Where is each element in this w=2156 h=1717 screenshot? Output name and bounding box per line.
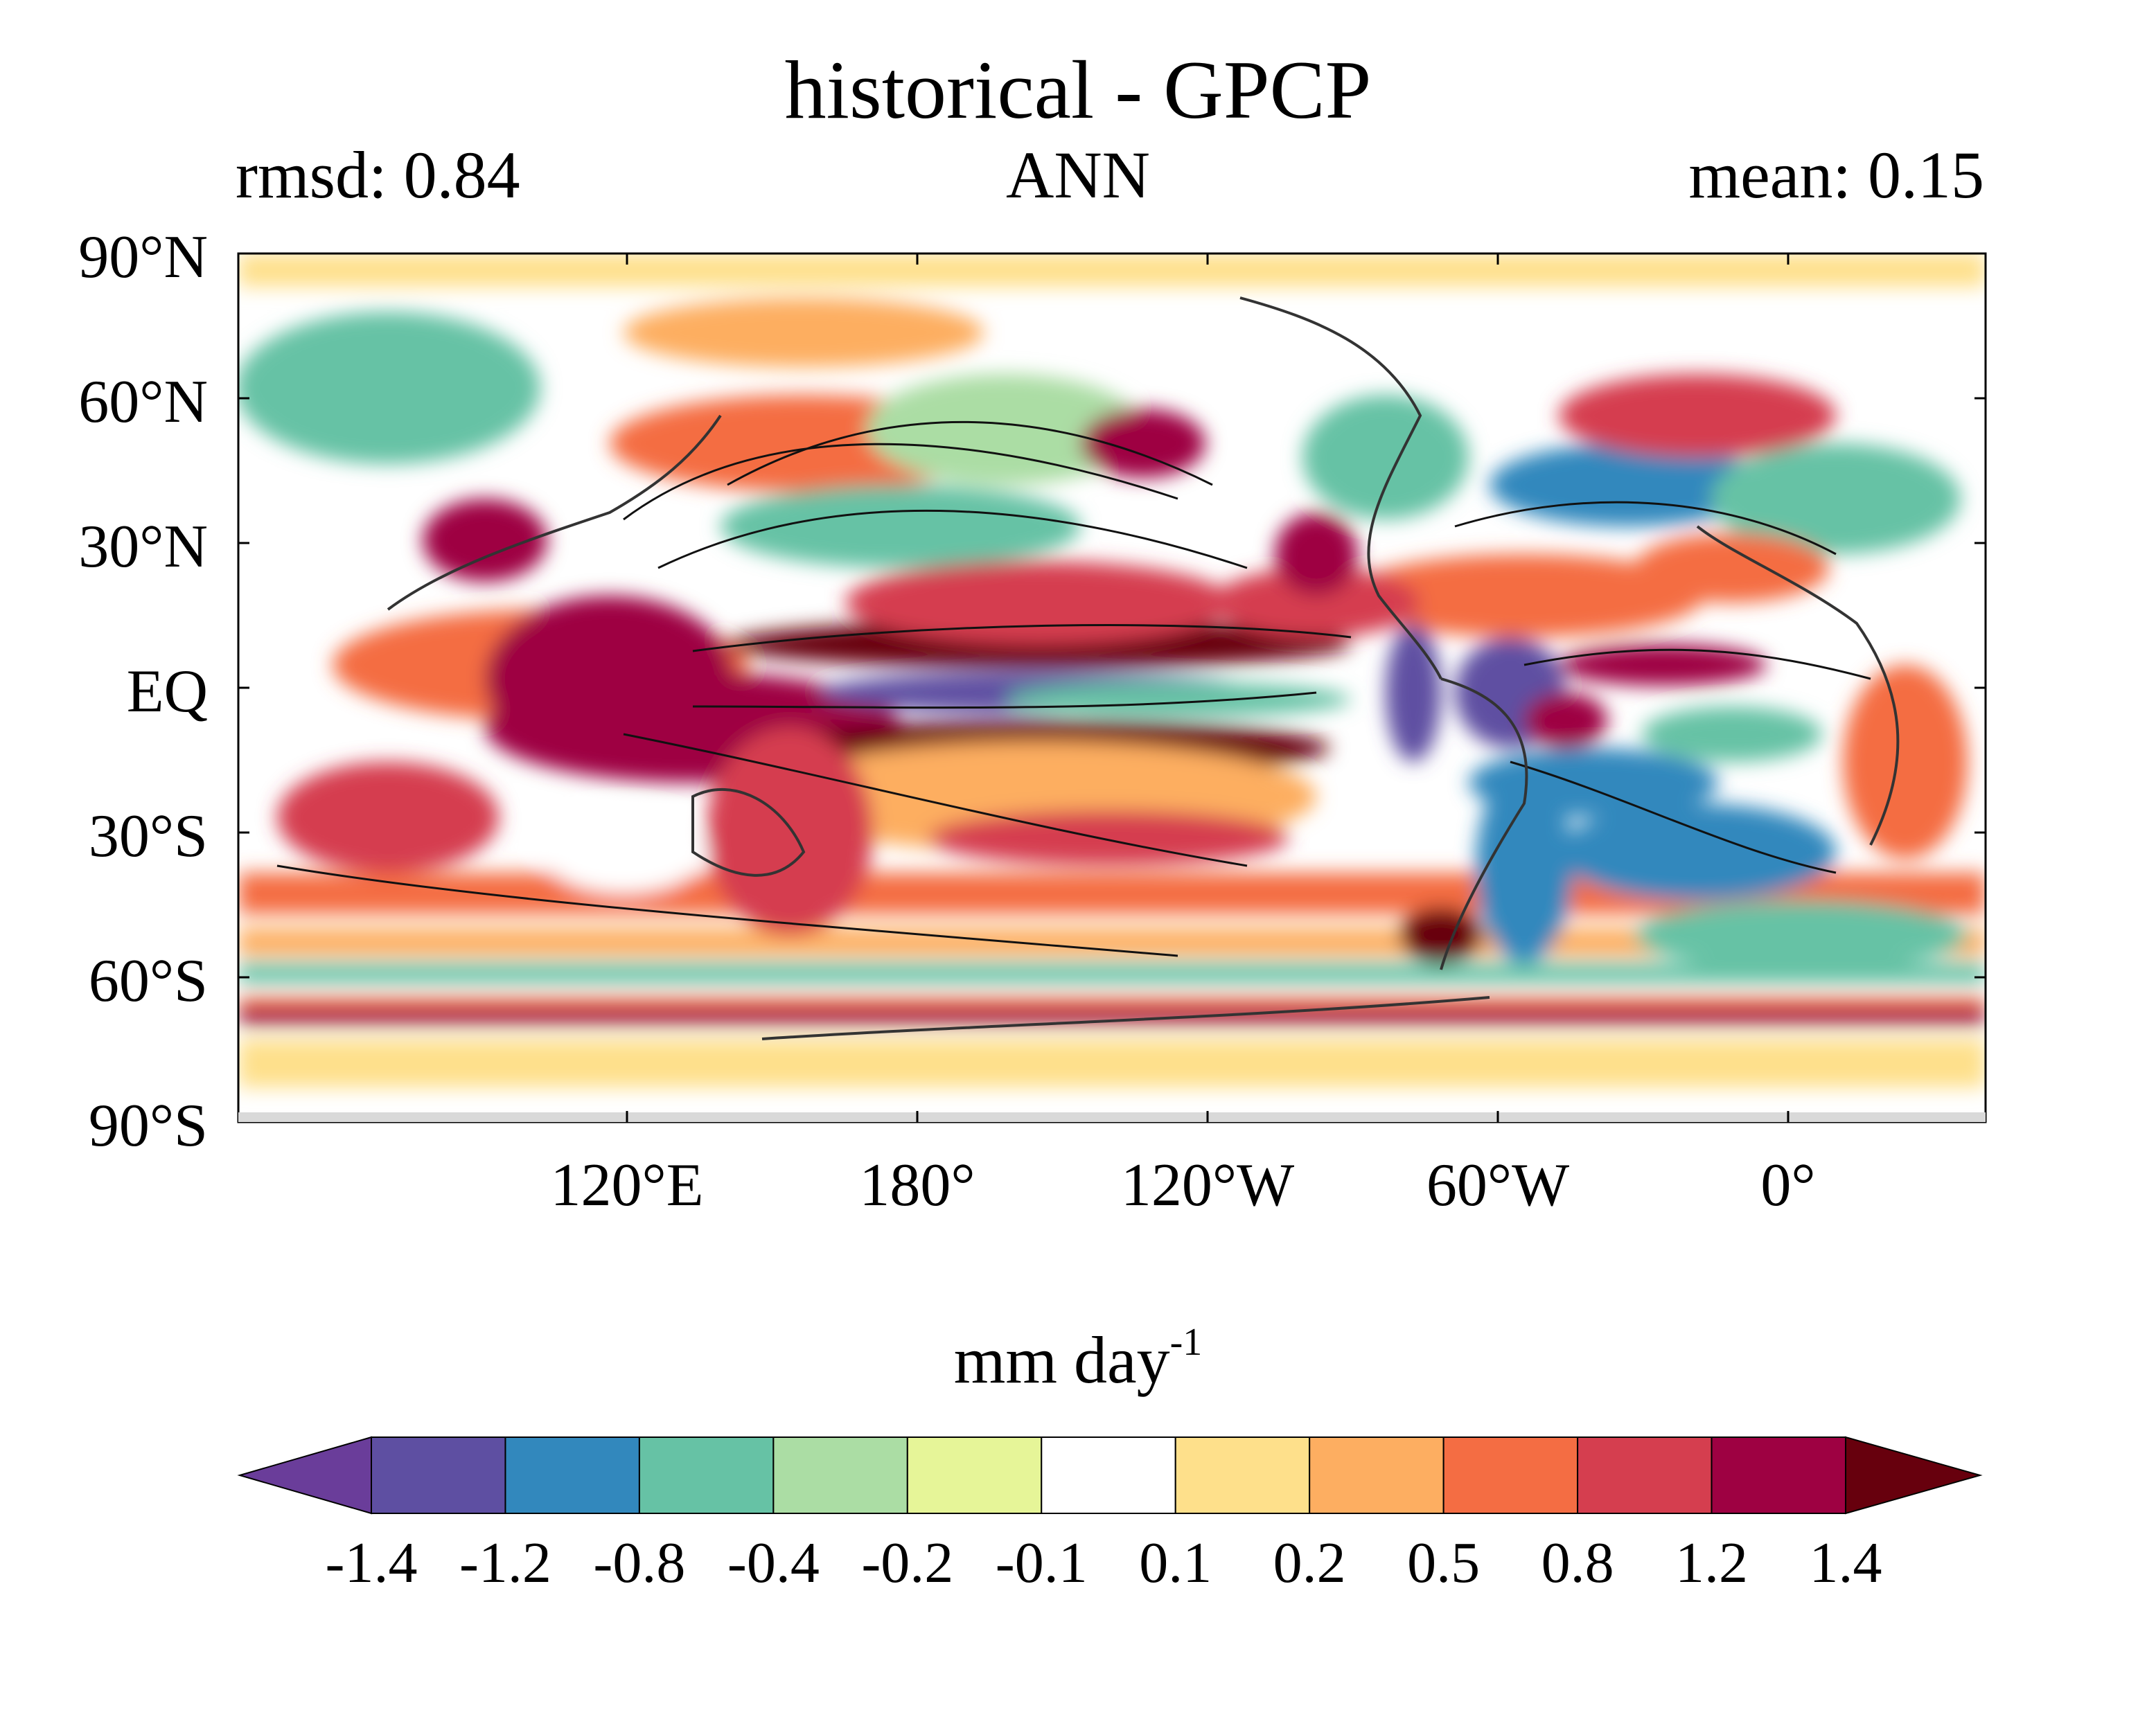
colorbar-level-label: 0.5 [1407, 1531, 1481, 1595]
colorbar-swatch [1041, 1436, 1176, 1514]
colorbar-level-label: 1.4 [1809, 1531, 1882, 1595]
colorbar-level-label: 0.1 [1139, 1531, 1212, 1595]
lon-label-60w: 60°W [1426, 1152, 1570, 1219]
colorbar-swatch [1442, 1436, 1579, 1514]
lon-label-120e: 120°E [550, 1152, 704, 1219]
units-exponent: -1 [1169, 1321, 1203, 1364]
colorbar-swatch [1174, 1436, 1311, 1514]
colorbar-level-label: -1.4 [325, 1531, 418, 1595]
colorbar-level-label: 0.2 [1273, 1531, 1346, 1595]
map-title: historical - GPCP [784, 44, 1372, 136]
lat-label-60s: 60°S [88, 948, 208, 1015]
colorbar-swatch [1309, 1436, 1444, 1514]
mean-label: mean: 0.15 [1688, 138, 1984, 212]
lon-label-180: 180° [859, 1152, 975, 1219]
colorbar-level-label: 1.2 [1675, 1531, 1749, 1595]
map-bottom-strip [238, 1112, 1986, 1122]
colorbar-swatch [504, 1436, 640, 1514]
contour-lines [276, 420, 1871, 957]
colorbar-swatch [638, 1436, 775, 1514]
colorbar-level-label: -0.4 [727, 1531, 820, 1595]
anomaly-field [238, 253, 1986, 1122]
season-label: ANN [1006, 138, 1150, 212]
colorbar-under-arrow [237, 1436, 372, 1515]
colorbar [237, 1436, 1983, 1515]
lat-label-60n: 60°N [78, 368, 208, 436]
lat-label-90n: 90°N [78, 224, 208, 291]
lon-label-120w: 120°W [1120, 1152, 1295, 1219]
rmsd-label: rmsd: 0.84 [236, 138, 520, 212]
colorbar-swatch [371, 1436, 506, 1514]
units-base: mm day [953, 1323, 1170, 1397]
colorbar-swatch [906, 1436, 1043, 1514]
lon-label-0: 0° [1760, 1152, 1816, 1219]
colorbar-level-label: 0.8 [1541, 1531, 1614, 1595]
colorbar-level-label: -1.2 [459, 1531, 551, 1595]
colorbar-level-label: -0.2 [861, 1531, 954, 1595]
colorbar-swatch [772, 1436, 908, 1514]
lat-label-30s: 30°S [88, 803, 208, 870]
colorbar-level-label: -0.8 [593, 1531, 686, 1595]
colorbar-units: mm day-1 [0, 1323, 2156, 1394]
colorbar-over-arrow [1845, 1436, 1983, 1515]
colorbar-swatch [1577, 1436, 1713, 1514]
colorbar-swatch [1711, 1436, 1846, 1514]
lat-label-90s: 90°S [88, 1092, 208, 1159]
axis-ticks [238, 252, 1986, 1122]
coastlines [387, 296, 1900, 1040]
lat-label-30n: 30°N [78, 513, 208, 580]
lat-label-eq: EQ [126, 658, 208, 725]
colorbar-level-label: -0.1 [995, 1531, 1088, 1595]
